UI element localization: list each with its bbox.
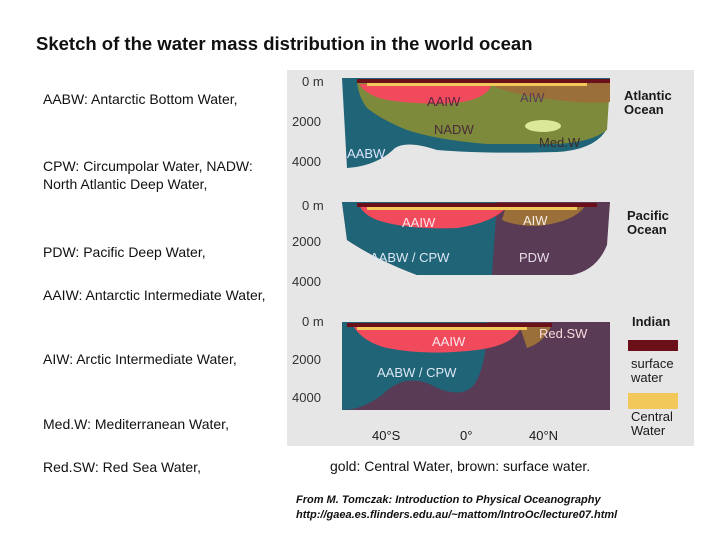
indian-surface-band [347,323,552,327]
atlantic-central-band [367,83,587,86]
surface-water-line1: surface [631,356,674,371]
pacific-central-band [367,207,577,210]
latitude-0: 0° [460,428,472,443]
atlantic-ocean-line1: Atlantic [624,88,672,103]
central-water-label: Central Water [631,409,677,438]
source-citation: From M. Tomczak: Introduction to Physica… [296,493,617,523]
legend-redsw: Red.SW: Red Sea Water, [43,459,201,475]
water-mass-figure: 0 m 2000 4000 0 m 2000 4000 0 m 2000 400… [287,70,694,446]
indian-aabw-cpw-label: AABW / CPW [377,365,457,380]
atlantic-ocean-label: Atlantic Ocean [624,88,675,117]
atlantic-depth-0: 0 m [302,74,324,89]
pacific-aiw-label: AIW [523,213,548,228]
indian-redsw-region [519,324,552,348]
pacific-aaiw-label: AAIW [402,215,436,230]
figure-caption: gold: Central Water, brown: surface wate… [330,458,591,474]
atlantic-aabw-label: AABW [347,146,386,161]
legend-aabw: AABW: Antarctic Bottom Water, [43,91,238,107]
legend-aaiw: AAIW: Antarctic Intermediate Water, [43,287,266,303]
central-water-line1: Central [631,409,673,424]
page-title: Sketch of the water mass distribution in… [36,33,533,54]
atlantic-medw-blob [525,120,561,132]
pacific-ocean-line1: Pacific [627,208,669,223]
legend-aiw: AIW: Arctic Intermediate Water, [43,351,237,367]
atlantic-aaiw-label: AAIW [427,94,461,109]
pacific-aabw-cpw-label: AABW / CPW [370,250,450,265]
indian-central-band [357,327,527,330]
pacific-ocean-label: Pacific Ocean [627,208,673,237]
latitude-40s: 40°S [372,428,401,443]
source-url: http://gaea.es.flinders.edu.au/~mattom/I… [296,509,618,521]
pacific-depth-0: 0 m [302,198,324,213]
indian-redsw-label: Red.SW [539,326,588,341]
pacific-section [342,202,610,275]
legend-pdw: PDW: Pacific Deep Water, [43,244,206,260]
central-water-swatch [628,393,678,409]
atlantic-surface-band [357,79,610,83]
latitude-40n: 40°N [529,428,558,443]
pacific-depth-2000: 2000 [292,234,321,249]
indian-aaiw-region [352,324,522,353]
source-title: From M. Tomczak: Introduction to Physica… [296,494,601,506]
legend-cpw-nadw: CPW: Circumpolar Water, NADW: North Atla… [43,158,253,192]
legend-medw: Med.W: Mediterranean Water, [43,416,229,432]
indian-depth-4000: 4000 [292,390,321,405]
pacific-depth-4000: 4000 [292,274,321,289]
atlantic-aaiw-region [359,84,492,104]
indian-depth-2000: 2000 [292,352,321,367]
atlantic-ocean-line2: Ocean [624,102,664,117]
atlantic-nadw-label: NADW [434,122,474,137]
indian-aaiw-label: AAIW [432,334,466,349]
pacific-surface-band [357,203,597,207]
water-mass-diagram: 0 m 2000 4000 0 m 2000 4000 0 m 2000 400… [292,74,678,443]
atlantic-aiw-label: AIW [520,90,545,105]
indian-ocean-label: Indian [632,314,670,329]
pacific-ocean-line2: Ocean [627,222,667,237]
surface-water-label: surface water [630,356,677,385]
indian-depth-0: 0 m [302,314,324,329]
pacific-aaiw-region [359,204,509,229]
atlantic-section [342,78,610,168]
surface-water-swatch [628,340,678,351]
surface-water-line2: water [630,370,663,385]
pacific-pdw-label: PDW [519,250,550,265]
central-water-line2: Water [631,423,666,438]
atlantic-medw-label: Med.W [539,135,581,150]
atlantic-depth-2000: 2000 [292,114,321,129]
indian-section [342,322,610,410]
atlantic-depth-4000: 4000 [292,154,321,169]
